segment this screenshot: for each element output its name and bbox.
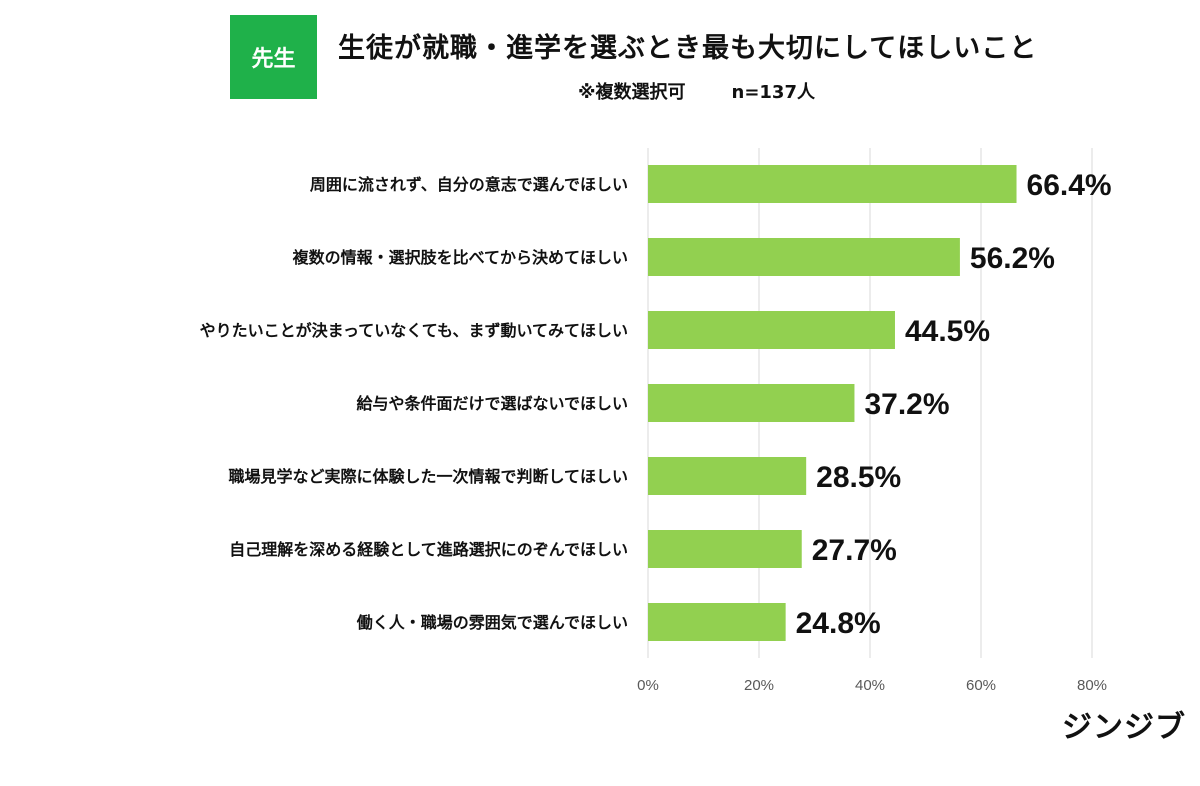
- value-label: 24.8%: [796, 607, 881, 640]
- value-label: 56.2%: [970, 242, 1055, 275]
- bar: [648, 165, 1017, 203]
- brand-logo: ジンジブ: [1062, 710, 1186, 745]
- category-label: 周囲に流されず、自分の意志で選んでほしい: [310, 175, 628, 194]
- sample-size: n=137人: [731, 82, 815, 103]
- category-label: 働く人・職場の雰囲気で選んでほしい: [356, 613, 628, 632]
- multiple-choice-note: ※複数選択可: [578, 82, 686, 103]
- category-label: 自己理解を深める経験として進路選択にのぞんでほしい: [229, 540, 628, 559]
- x-tick-label: 80%: [1077, 677, 1107, 694]
- bar: [648, 603, 786, 641]
- value-label: 28.5%: [816, 461, 901, 494]
- value-label: 27.7%: [812, 534, 897, 567]
- value-label: 44.5%: [905, 315, 990, 348]
- category-label: 職場見学など実際に体験した一次情報で判断してほしい: [228, 467, 628, 486]
- bar: [648, 311, 895, 349]
- category-label: 給与や条件面だけで選ばないでほしい: [356, 394, 628, 413]
- x-tick-label: 40%: [855, 677, 885, 694]
- category-label: やりたいことが決まっていなくても、まず動いてみてほしい: [200, 321, 628, 340]
- chart-subtitle: ※複数選択可 n=137人: [578, 78, 815, 104]
- value-label: 37.2%: [864, 388, 949, 421]
- bar: [648, 384, 855, 422]
- x-tick-label: 20%: [744, 677, 774, 694]
- bar: [648, 457, 807, 495]
- chart-title: 生徒が就職・進学を選ぶとき最も大切にしてほしいこと: [338, 33, 1038, 64]
- bar: [648, 530, 802, 568]
- value-label: 66.4%: [1027, 169, 1112, 202]
- teacher-badge: 先生: [230, 15, 317, 99]
- x-tick-label: 0%: [637, 677, 659, 694]
- bar: [648, 238, 960, 276]
- category-label: 複数の情報・選択肢を比べてから決めてほしい: [292, 248, 628, 267]
- x-tick-label: 60%: [966, 677, 996, 694]
